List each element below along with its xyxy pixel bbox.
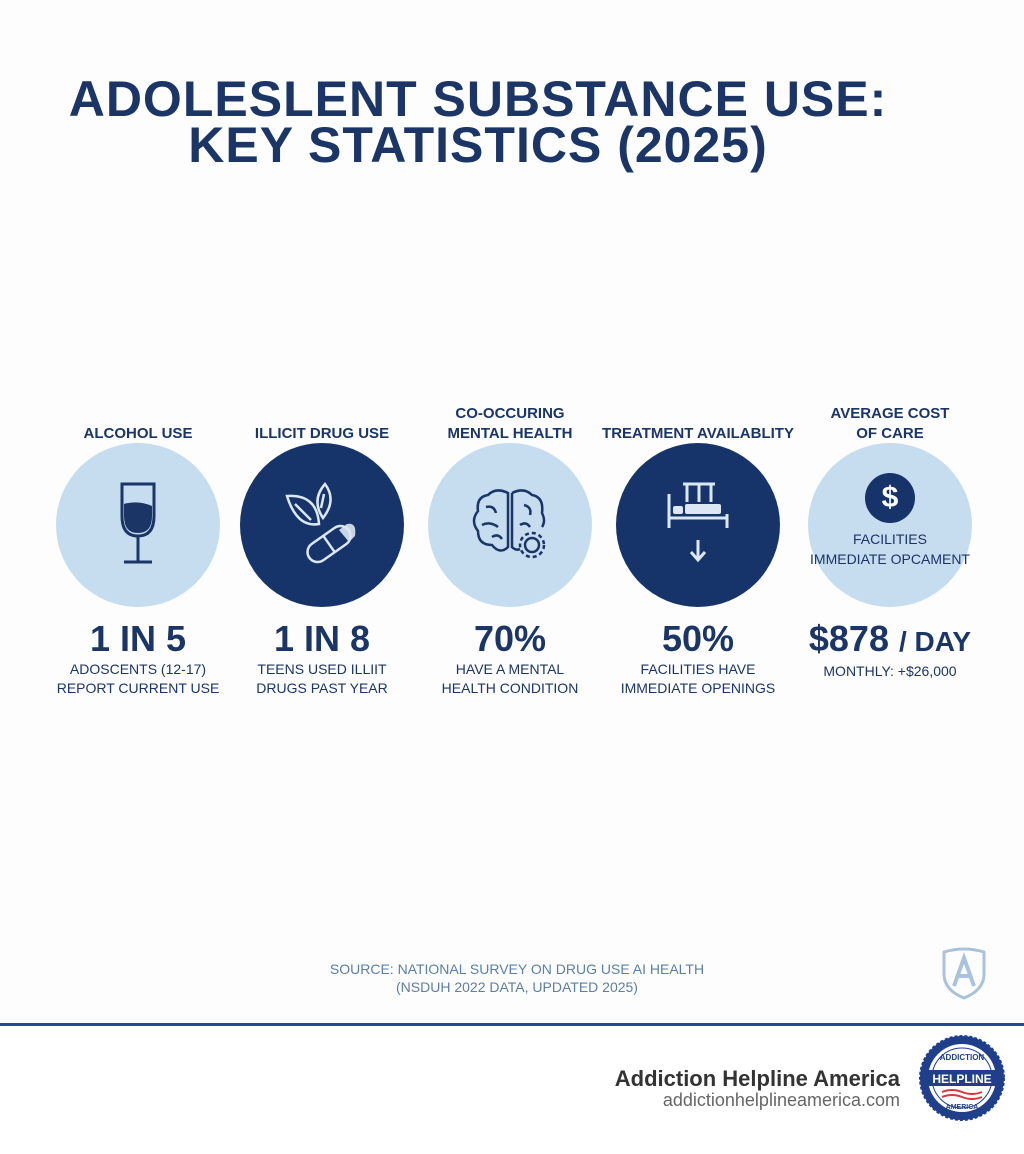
stat-heading: CO-OCCURING: [455, 405, 565, 422]
stat-value: 50%: [661, 618, 735, 659]
stat-value: 1 IN 8: [273, 618, 371, 659]
footer: [0, 1026, 1024, 1154]
source-line-1: SOURCE: NATIONAL SURVEY ON DRUG USE AI H…: [329, 961, 705, 977]
stat-value: 1 IN 5: [89, 618, 187, 659]
circle-text-line: FACILITIES: [853, 531, 927, 547]
stat-desc-line: TEENS USED ILLIIT: [257, 661, 387, 677]
stat-desc-line: REPORT CURRENT USE: [56, 680, 220, 696]
dollar-icon: $: [865, 473, 915, 523]
source-note: SOURCE: NATIONAL SURVEY ON DRUG USE AI H…: [300, 960, 734, 996]
stat-desc-line: ADOSCENTS (12-17): [69, 661, 207, 677]
stat-desc-line: MONTHLY: +$26,000: [823, 663, 957, 679]
brain-gear-icon: [472, 489, 546, 559]
stat-heading: ILLICIT DRUG USE: [254, 425, 390, 442]
stat-desc-line: DRUGS PAST YEAR: [256, 680, 388, 696]
stat-value: 70%: [473, 618, 547, 659]
stat-heading: AVERAGE COST: [830, 405, 950, 422]
source-line-2: (NSDUH 2022 DATA, UPDATED 2025): [396, 979, 638, 995]
wine-glass-icon: [120, 482, 156, 564]
stat-desc-line: HAVE A MENTAL: [455, 661, 565, 677]
stat-circle: [616, 443, 780, 607]
stat-value-amount: $878: [808, 618, 889, 659]
svg-text:AMERICA: AMERICA: [946, 1104, 979, 1111]
bed-arrow-icon: [667, 482, 729, 563]
stat-circle: $ FACILITIES IMMEDIATE OPCAMENT: [808, 443, 972, 607]
brand-url[interactable]: addictionhelplineamerica.com: [662, 1090, 900, 1110]
stat-circle: [240, 443, 404, 607]
svg-text:ADDICTION: ADDICTION: [940, 1053, 985, 1062]
stat-desc-line: HEALTH CONDITION: [441, 680, 579, 696]
leaf-pill-icon: [285, 482, 356, 564]
stat-circle: [428, 443, 592, 607]
shield-a-icon: [942, 947, 986, 1000]
stat-desc-line: FACILITIES HAVE: [640, 661, 756, 677]
helpline-america-badge-logo: HELPLINE ADDICTION AMERICA: [919, 1035, 1005, 1121]
page-title-line-1: ADOLESLENT SUBSTANCE USE:: [68, 71, 888, 127]
stat-heading: MENTAL HEALTH: [447, 425, 573, 442]
stat-desc-line: IMMEDIATE OPENINGS: [620, 680, 776, 696]
circle-text-line: IMMEDIATE OPCAMENT: [810, 551, 970, 567]
stat-heading: TREATMENT AVAILABLITY: [602, 425, 794, 442]
stat-value: $878 / DAY: [770, 618, 1010, 660]
svg-text:HELPLINE: HELPLINE: [932, 1072, 991, 1086]
stat-value-unit: / DAY: [899, 626, 972, 657]
stat-circle: [56, 443, 220, 607]
stat-heading: OF CARE: [856, 425, 924, 442]
page-title-line-2: KEY STATISTICS (2025): [188, 117, 768, 173]
brand-name: Addiction Helpline America: [614, 1066, 900, 1091]
divider: [0, 1023, 1024, 1026]
stat-heading: ALCOHOL USE: [83, 425, 193, 442]
